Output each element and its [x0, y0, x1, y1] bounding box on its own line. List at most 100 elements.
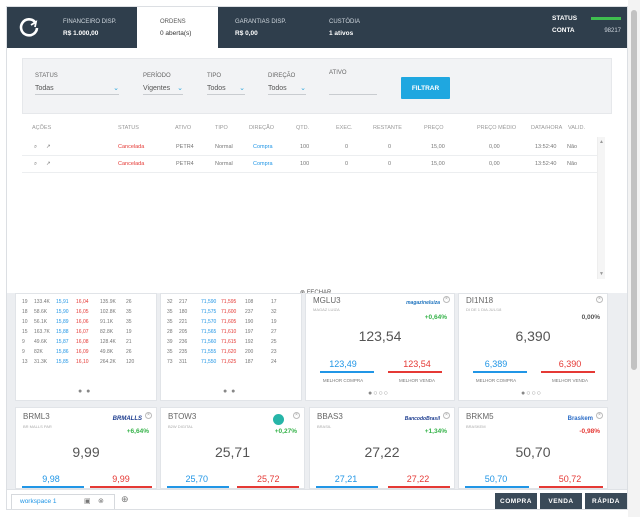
close-icon[interactable]: × — [145, 412, 152, 419]
search-icon[interactable]: ⌕ — [34, 144, 38, 150]
ativo-input[interactable] — [329, 82, 377, 95]
book-row[interactable]: 35 235 71,555 71,620 200 23 — [161, 348, 301, 358]
book-price-ask: 16,06 — [76, 319, 89, 325]
book-row[interactable]: 13 31.3K 15,85 16,10 264.2K 120 — [16, 358, 156, 368]
quote-card[interactable]: BRML3 BR MALLS PAR BRMALLS × +6,64% 9,99… — [15, 407, 157, 489]
best-ask[interactable]: 6,390 — [558, 359, 582, 369]
close-icon[interactable]: × — [293, 412, 300, 419]
book-row[interactable]: 19 133.4K 15,91 16,04 135.9K 26 — [16, 298, 156, 308]
quote-subtitle: MAGAZ LUIZA — [313, 307, 340, 312]
rapida-button[interactable]: RÁPIDA — [585, 493, 627, 509]
book-qty-ask: 108 — [245, 299, 254, 305]
conta-value: 98217 — [604, 28, 621, 34]
orders-scrollbar[interactable]: ▲ ▼ — [597, 137, 605, 279]
order-direcao: Compra — [253, 161, 273, 167]
bid-underline — [473, 371, 527, 373]
book-price-ask: 71,620 — [221, 349, 237, 355]
search-icon[interactable]: ⌕ — [34, 161, 38, 167]
save-icon[interactable]: ▣ — [84, 498, 91, 505]
ordens-tile[interactable]: ORDENS 0 aberta(s) — [137, 7, 218, 48]
best-bid[interactable]: 9,98 — [42, 474, 60, 484]
book-price-ask: 16,10 — [76, 359, 89, 365]
best-bid[interactable]: 50,70 — [484, 474, 508, 484]
direcao-filter[interactable]: DIREÇÃO Todos ⌄ — [268, 73, 306, 95]
best-ask[interactable]: 27,22 — [406, 474, 430, 484]
scroll-up-icon[interactable]: ▲ — [599, 139, 604, 145]
best-bid[interactable]: 25,70 — [185, 474, 209, 484]
app-logo[interactable] — [7, 7, 51, 48]
book-qty-ask: 237 — [245, 309, 254, 315]
venda-button[interactable]: VENDA — [540, 493, 582, 509]
custodia-value: 1 ativos — [329, 30, 354, 37]
status-select[interactable]: Todas ⌄ — [35, 82, 119, 95]
order-row[interactable]: ⌕ ↗ Cancelada PETR4 Normal Compra 100 0 … — [22, 141, 602, 156]
compra-button[interactable]: COMPRA — [495, 493, 537, 509]
best-ask[interactable]: 9,99 — [112, 474, 130, 484]
book-count-ask: 21 — [126, 339, 132, 345]
book-row[interactable]: 9 49.6K 15,87 16,08 128.4K 21 — [16, 338, 156, 348]
book-row[interactable]: 15 163.7K 15,88 16,07 82.8K 19 — [16, 328, 156, 338]
quote-card[interactable]: BTOW3 B2W DIGITAL × +0,27% 25,71 25,70 2… — [160, 407, 305, 489]
page-scrollbar[interactable] — [628, 0, 640, 517]
quote-subtitle: B2W DIGITAL — [168, 424, 194, 429]
book-row[interactable]: 28 205 71,565 71,610 197 27 — [161, 328, 301, 338]
quote-card[interactable]: DI1N18 DI DE 1 DIA JUL/18 × 0,00% 6,390 … — [458, 293, 608, 401]
financeiro-tile[interactable]: FINANCEIRO DISP. R$ 1.000,00 — [63, 17, 117, 39]
col-tipo: TIPO — [215, 125, 228, 131]
book-price-ask: 16,05 — [76, 309, 89, 315]
direcao-select[interactable]: Todos ⌄ — [268, 82, 306, 95]
garantias-tile[interactable]: GARANTIAS DISP. R$ 0,00 — [235, 17, 286, 39]
book-widget[interactable]: 32 217 71,590 71,595 108 17 35 180 71,575 71,600 2… — [160, 293, 302, 401]
filtrar-button[interactable]: FILTRAR — [401, 77, 450, 99]
edit-icon[interactable]: ↗ — [46, 144, 51, 150]
quote-price: 50,70 — [515, 444, 551, 460]
status-filter[interactable]: STATUS Todas ⌄ — [35, 73, 119, 95]
pager-dots[interactable]: ● ● — [223, 388, 237, 395]
pager-dots[interactable]: ●○○○ — [368, 390, 389, 397]
best-bid[interactable]: 27,21 — [334, 474, 358, 484]
book-row[interactable]: 18 58.6K 15,90 16,05 102.8K 35 — [16, 308, 156, 318]
ordens-label: ORDENS — [160, 19, 186, 25]
best-bid[interactable]: 123,49 — [329, 359, 357, 369]
best-ask[interactable]: 50,72 — [558, 474, 582, 484]
tipo-filter[interactable]: TIPO Todos ⌄ — [207, 73, 245, 95]
custodia-tile[interactable]: CUSTÓDIA 1 ativos — [329, 17, 360, 39]
book-qty-ask: 187 — [245, 359, 254, 365]
book-row[interactable]: 39 236 71,560 71,615 192 25 — [161, 338, 301, 348]
quote-ticker: BTOW3 — [168, 412, 197, 421]
best-ask[interactable]: 25,72 — [256, 474, 280, 484]
best-bid[interactable]: 6,389 — [484, 359, 508, 369]
periodo-filter[interactable]: PERÍODO Vigentes ⌄ — [143, 73, 183, 95]
add-workspace-icon[interactable]: ⊕ — [121, 494, 129, 504]
close-icon[interactable]: ⊗ — [98, 498, 104, 505]
quote-card[interactable]: BBAS3 BRASIL BancodoBrasil × +1,34% 27,2… — [309, 407, 455, 489]
scroll-down-icon[interactable]: ▼ — [599, 271, 604, 277]
pager-dots[interactable]: ● ● — [78, 388, 92, 395]
book-row[interactable]: 35 221 71,570 71,605 190 19 — [161, 318, 301, 328]
book-count-ask: 120 — [126, 359, 135, 365]
close-icon[interactable]: × — [443, 296, 450, 303]
book-qty-bid: 56.1K — [34, 319, 48, 325]
workspace-tab[interactable]: workspace 1 ▣ ⊗ — [11, 494, 115, 509]
book-row[interactable]: 32 217 71,590 71,595 108 17 — [161, 298, 301, 308]
financeiro-label: FINANCEIRO DISP. — [63, 19, 117, 25]
pager-dots[interactable]: ●○○○ — [521, 390, 542, 397]
book-row[interactable]: 9 82K 15,86 16,09 49.8K 26 — [16, 348, 156, 358]
order-row[interactable]: ⌕ ↗ Cancelada PETR4 Normal Compra 100 0 … — [22, 158, 602, 173]
scrollbar-thumb[interactable] — [631, 10, 637, 370]
best-ask[interactable]: 123,54 — [403, 359, 431, 369]
edit-icon[interactable]: ↗ — [46, 161, 51, 167]
book-qty-bid: 217 — [179, 299, 188, 305]
tipo-select[interactable]: Todos ⌄ — [207, 82, 245, 95]
periodo-select[interactable]: Vigentes ⌄ — [143, 82, 183, 95]
quote-card[interactable]: MGLU3 MAGAZ LUIZA magazineluiza × +0,64%… — [305, 293, 455, 401]
quote-card[interactable]: BRKM5 BRASKEM Braskem × -0,98% 50,70 50,… — [458, 407, 608, 489]
book-row[interactable]: 35 180 71,575 71,600 237 32 — [161, 308, 301, 318]
book-widget[interactable]: 19 133.4K 15,91 16,04 135.9K 26 18 58.6K 15,90 16… — [15, 293, 157, 401]
close-icon[interactable]: × — [443, 412, 450, 419]
close-icon[interactable]: × — [596, 412, 603, 419]
close-icon[interactable]: × — [596, 296, 603, 303]
ativo-filter[interactable]: ATIVO — [329, 70, 377, 95]
book-row[interactable]: 73 311 71,550 71,625 187 24 — [161, 358, 301, 368]
book-row[interactable]: 10 56.1K 15,89 16,06 91.1K 35 — [16, 318, 156, 328]
